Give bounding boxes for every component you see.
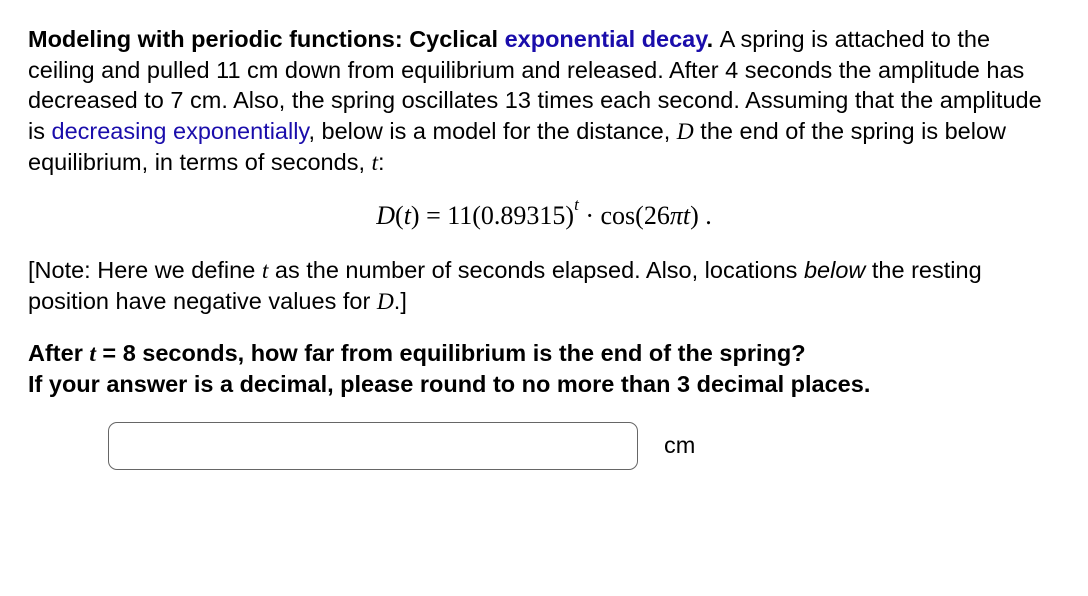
title-suffix: .	[707, 26, 720, 52]
note-mid: as the number of seconds elapsed. Also, …	[268, 257, 804, 283]
eq-pi: π	[670, 201, 683, 230]
title-link-exponential-decay[interactable]: exponential decay	[505, 26, 707, 52]
note-suffix: .]	[394, 288, 407, 314]
equation-display: D(t) = 11(0.89315)t · cos(26πt) .	[28, 201, 1060, 231]
eq-lhs-rest: ) = 11(0.89315)	[411, 201, 574, 230]
eq-mid: · cos(26	[579, 201, 670, 230]
eq-exponent: t	[574, 195, 579, 214]
var-D: D	[677, 119, 694, 145]
problem-statement: Modeling with periodic functions: Cyclic…	[28, 24, 1060, 179]
body-2: , below is a model for the distance,	[308, 118, 676, 144]
unit-label: cm	[664, 432, 695, 459]
eq-arg2: t	[683, 201, 690, 230]
note-below: below	[804, 257, 865, 283]
q-line1-prefix: After	[28, 340, 89, 366]
note-prefix: [Note: Here we define	[28, 257, 262, 283]
eq-lhs-arg: t	[404, 201, 411, 230]
q-equals: = 8	[96, 340, 136, 366]
note-text: [Note: Here we define t as the number of…	[28, 255, 1060, 318]
note-var-D: D	[377, 289, 394, 315]
q-line2: If your answer is a decimal, please roun…	[28, 371, 870, 397]
body-4: :	[378, 149, 385, 175]
q-line1-suffix: seconds, how far from equilibrium is the…	[136, 340, 806, 366]
eq-lhs-var: D	[376, 201, 395, 230]
eq-paren-open: (	[395, 201, 404, 230]
question-text: After t = 8 seconds, how far from equili…	[28, 338, 1060, 400]
eq-close: ) .	[690, 201, 712, 230]
answer-input[interactable]	[108, 422, 638, 470]
title-prefix: Modeling with periodic functions: Cyclic…	[28, 26, 505, 52]
answer-row: cm	[28, 422, 1060, 470]
link-decreasing-exponentially[interactable]: decreasing exponentially	[52, 118, 309, 144]
